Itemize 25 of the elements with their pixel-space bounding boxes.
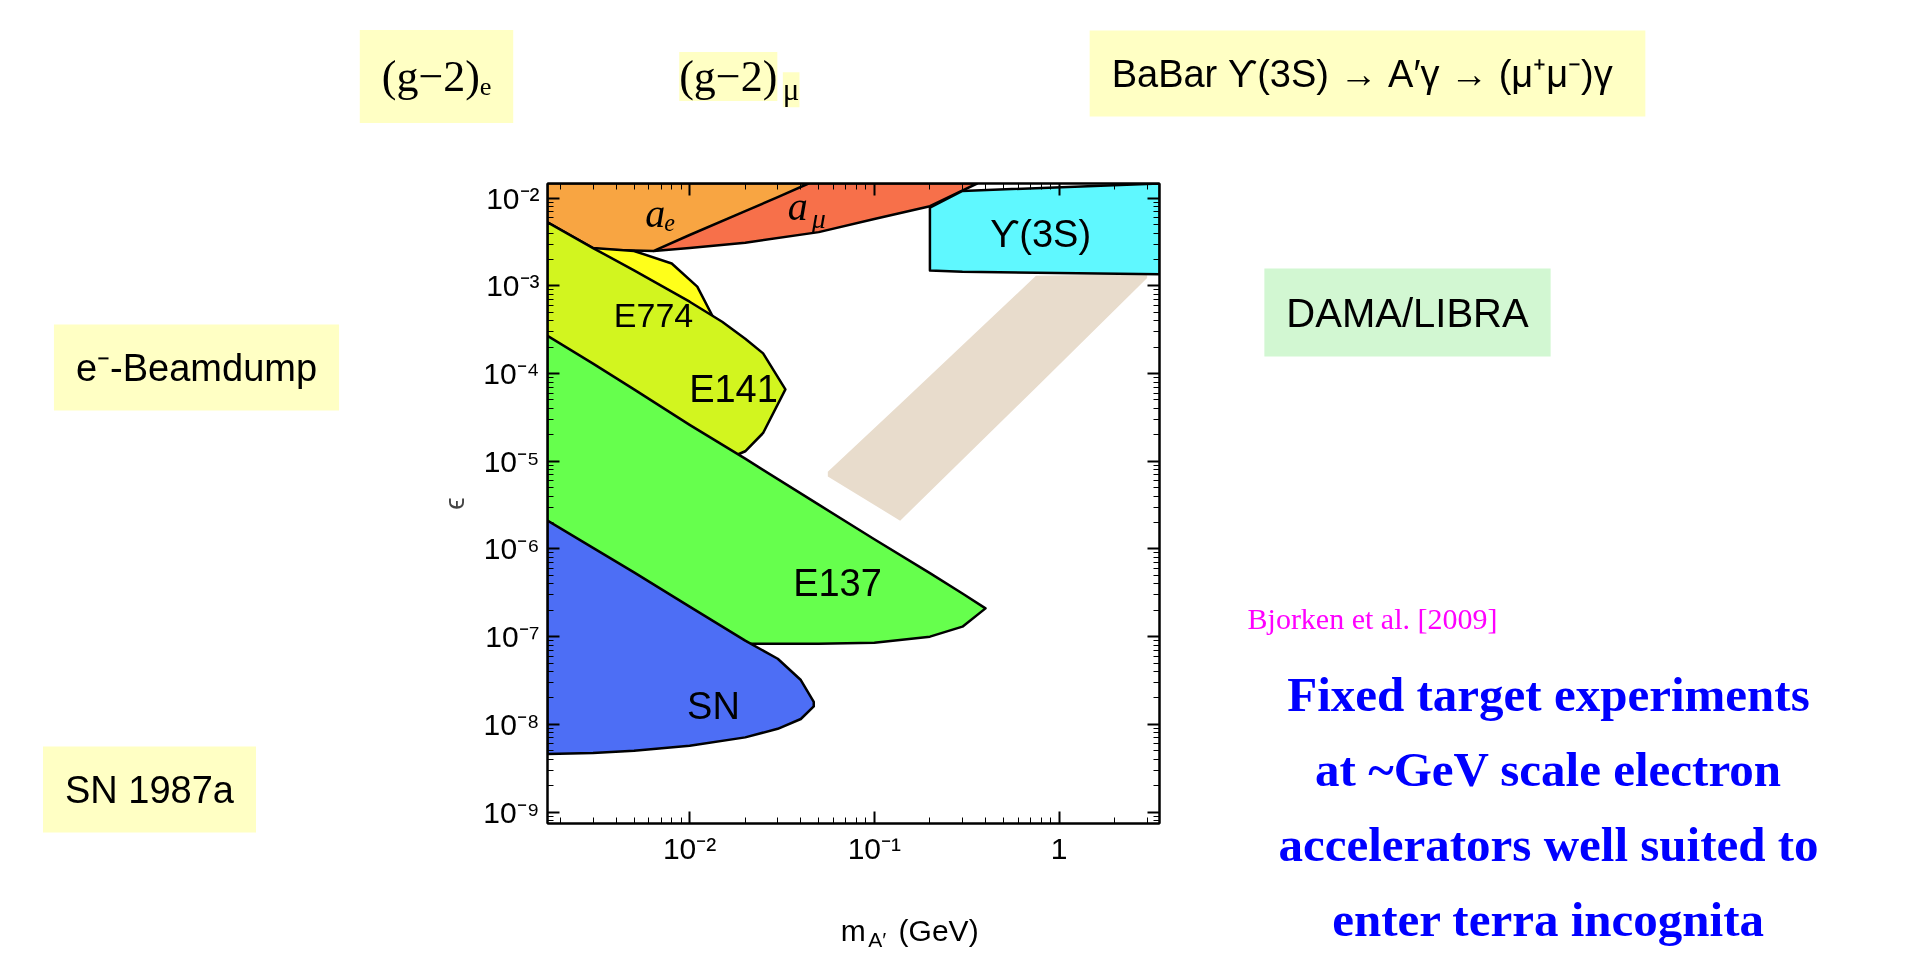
annotation: SN [687, 684, 740, 727]
y-tick-label: 10⁻⁹ [483, 795, 540, 829]
text: Fixed target experiments at ~GeV scale electron accelerators well suited to enter terra incognita [1278, 667, 1819, 947]
annotation: aₑ [645, 191, 676, 236]
text: (g−2)ₑ [381, 52, 492, 101]
y-tick-label: 10⁻⁵ [483, 444, 540, 478]
x-tick-label: 10⁻² [662, 831, 717, 865]
y-tick-label: 10⁻⁶ [483, 532, 540, 566]
y-tick-label: 10⁻⁸ [483, 707, 540, 741]
y-tick-label: 10⁻³ [486, 269, 540, 303]
annotation: E141 [689, 367, 778, 410]
y-tick-label: 10⁻⁷ [485, 620, 540, 654]
annotation: E774 [613, 295, 694, 334]
text: Bjorken et al. [2009] [1247, 602, 1498, 635]
x-tick-label: 1 [1050, 831, 1068, 865]
y-tick-label: 10⁻² [486, 181, 540, 215]
annotation: ϒ(3S) [989, 212, 1092, 255]
annotation: E137 [793, 561, 882, 604]
text: e⁻-Beamdump [75, 346, 318, 389]
x-tick-label: 10⁻¹ [847, 831, 902, 865]
text: SN 1987a [64, 768, 235, 811]
y-tick-label: 10⁻⁴ [483, 357, 540, 391]
text: BaBar ϒ(3S) → A′γ → (μ⁺μ⁻)γ [1111, 52, 1613, 95]
text: DAMA/LIBRA [1286, 290, 1529, 335]
y-axis-title: ϵ [439, 497, 471, 510]
